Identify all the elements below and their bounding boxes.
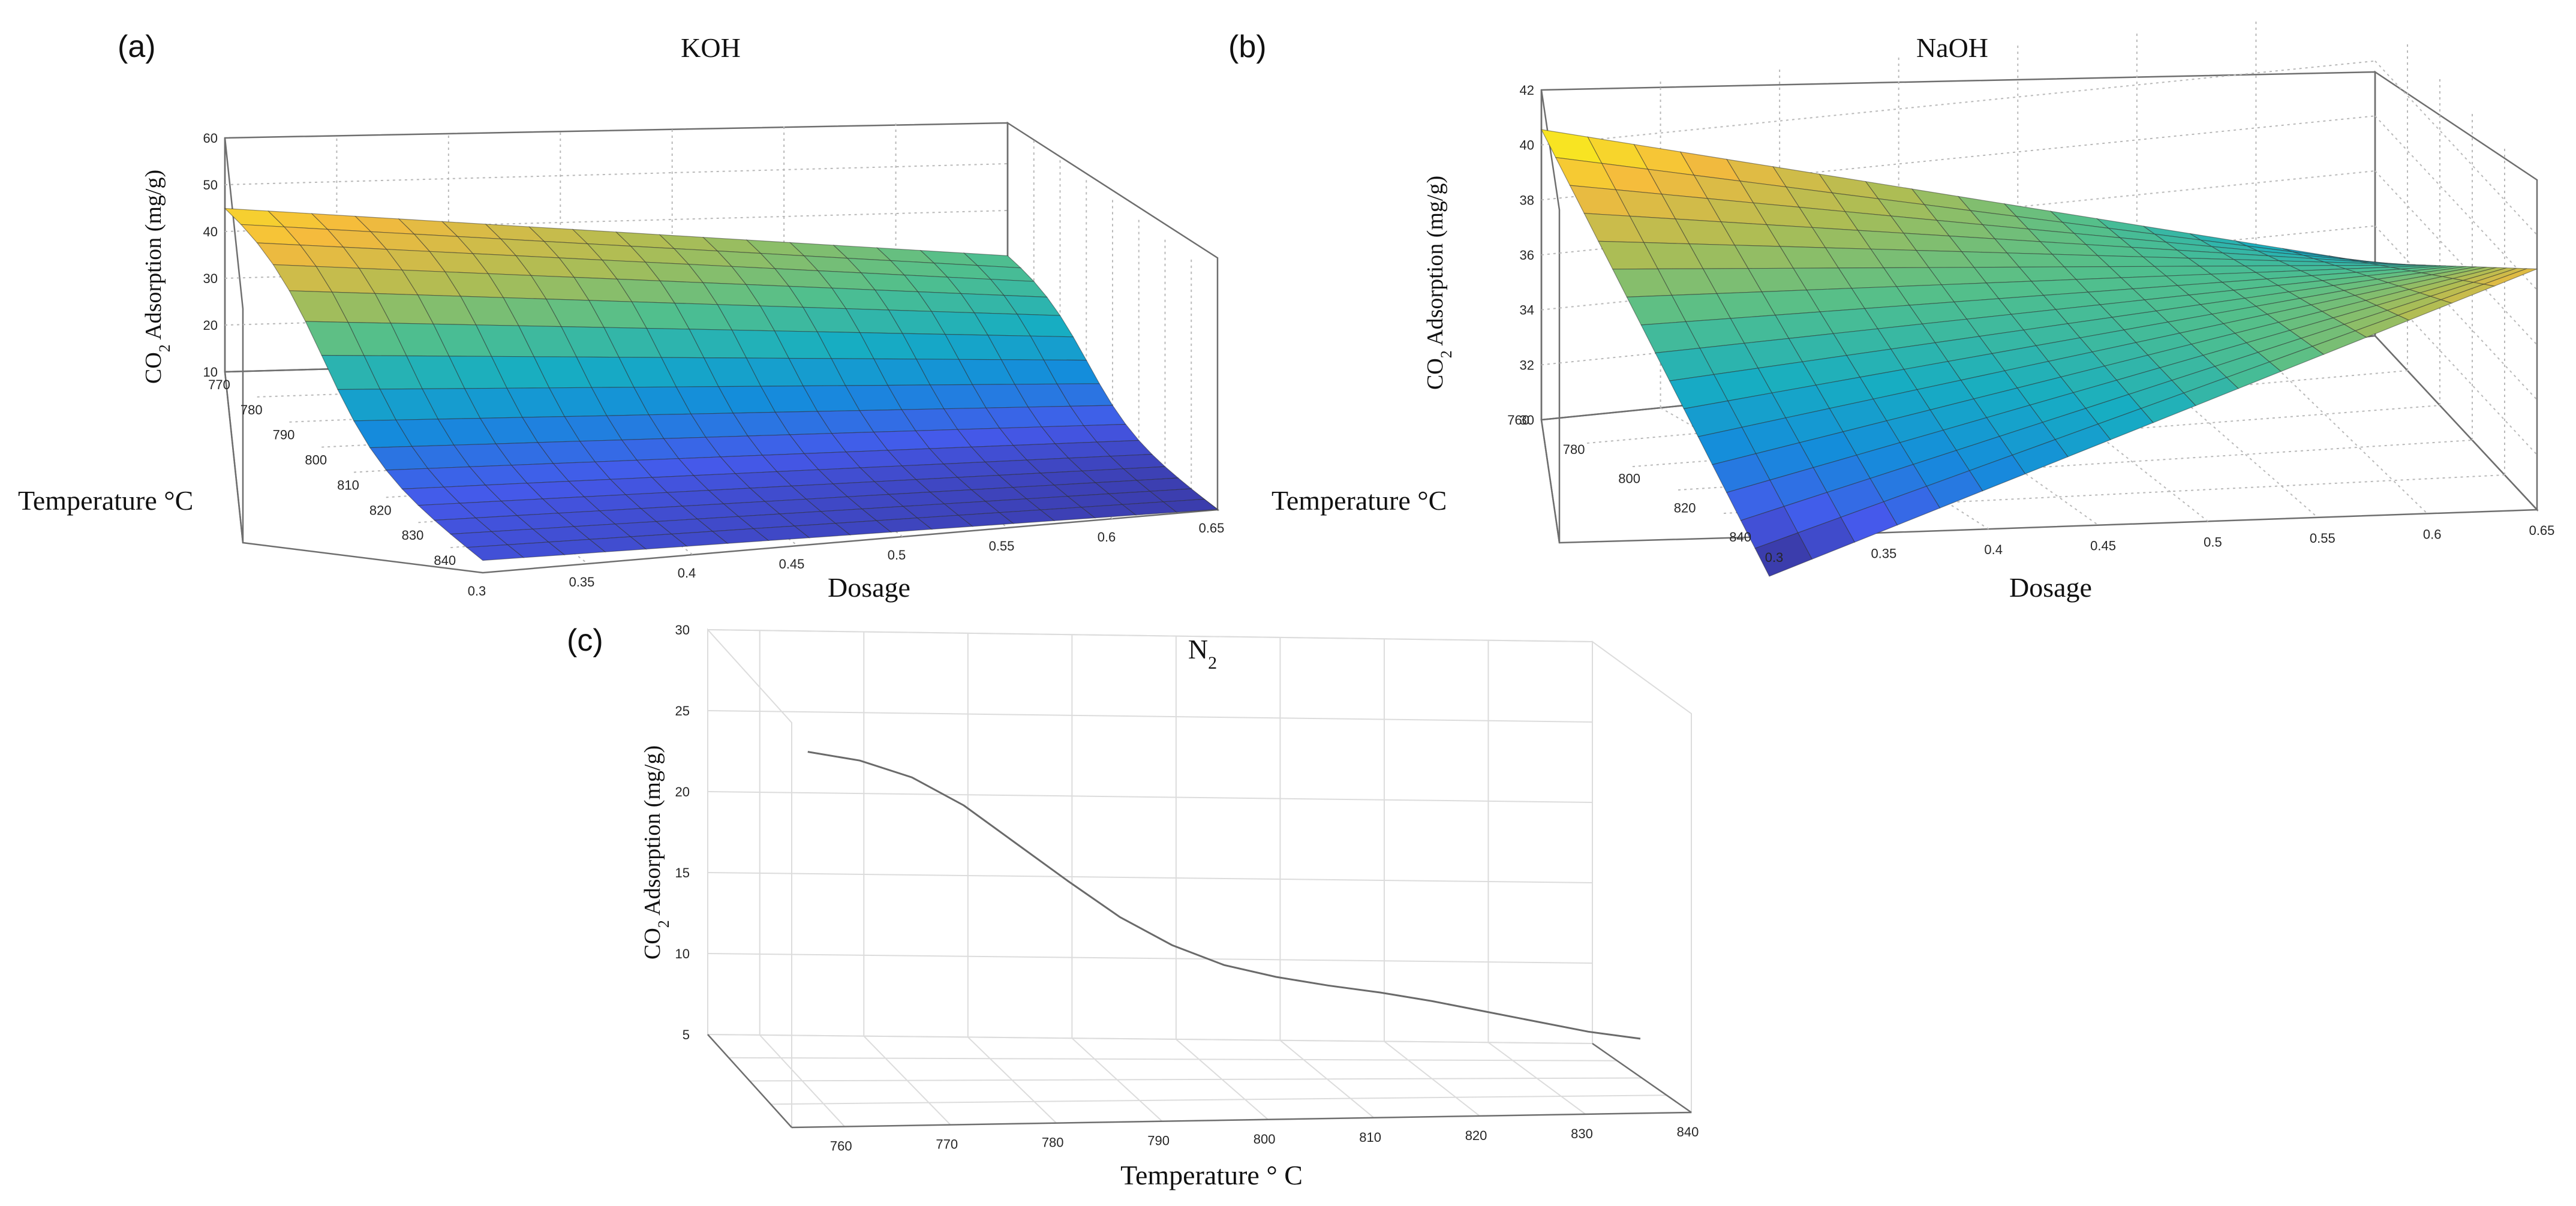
- z-tick-c: 20: [675, 784, 690, 799]
- line-n2: [807, 751, 1641, 1040]
- z-tick-b: 38: [1520, 193, 1534, 207]
- z-tick-c: 5: [683, 1027, 690, 1042]
- x-tick-b: 0.4: [1984, 542, 2003, 557]
- z-tick-a: 20: [203, 318, 218, 333]
- z-tick-a: 60: [203, 131, 218, 146]
- x-tick-c: 820: [1465, 1128, 1487, 1143]
- y-tick-a: 820: [369, 503, 392, 518]
- x-tick-b: 0.6: [2423, 527, 2442, 542]
- x-tick-b: 0.55: [2310, 531, 2335, 546]
- z-tick-b: 42: [1520, 83, 1534, 98]
- z-tick-c: 10: [675, 946, 690, 961]
- chart-title-koh: KOH: [681, 32, 741, 63]
- x-tick-a: 0.35: [569, 575, 595, 590]
- x-axis-label-b: Dosage: [2009, 572, 2092, 603]
- z-tick-b: 40: [1520, 138, 1534, 153]
- x-axis-label-a: Dosage: [828, 572, 910, 603]
- x-tick-c: 790: [1147, 1133, 1170, 1148]
- y-tick-a: 770: [208, 377, 230, 392]
- y-tick-b: 780: [1563, 442, 1585, 457]
- z-tick-a: 40: [203, 224, 218, 239]
- z-tick-a: 50: [203, 178, 218, 193]
- panel-c-n2: (c) N2 5 10 15 20 25 30 760 770 780 790 800 810 820 8…: [567, 622, 1699, 1190]
- x-tick-c: 770: [936, 1137, 958, 1152]
- grid-c: [707, 628, 1692, 1129]
- y-tick-a: 840: [434, 553, 456, 568]
- y-tick-b: 800: [1618, 471, 1640, 486]
- panel-label-b: (b): [1228, 29, 1267, 64]
- chart-title-n2: N2: [1188, 634, 1217, 673]
- x-tick-a: 0.5: [888, 548, 906, 563]
- x-tick-c: 780: [1042, 1135, 1064, 1150]
- surface-koh: [224, 207, 1219, 561]
- x-tick-a: 0.45: [779, 557, 805, 572]
- y-tick-a: 790: [273, 428, 295, 443]
- y-tick-a: 810: [337, 477, 359, 492]
- x-tick-b: 0.5: [2204, 534, 2222, 549]
- z-tick-c: 30: [675, 622, 690, 637]
- panel-a-koh: (a) KOH 10 20 30 40 50 60 0.3 0.35 0.4 0.45 0.5 0.5…: [18, 29, 1224, 603]
- x-tick-a: 0.6: [1098, 530, 1116, 545]
- x-tick-b: 0.35: [1871, 546, 1896, 561]
- surface-naoh-patch: [2482, 268, 2538, 287]
- y-tick-a: 800: [305, 453, 327, 468]
- y-axis-label-a: Temperature °C: [18, 485, 193, 516]
- x-tick-b: 0.45: [2090, 539, 2116, 554]
- x-tick-a: 0.55: [989, 539, 1015, 554]
- x-tick-a: 0.3: [468, 584, 486, 599]
- z-axis-label-c: CO2 Adsorption (mg/g): [640, 745, 672, 960]
- x-tick-c: 810: [1359, 1130, 1381, 1145]
- svg-text:CO2 Adsorption (mg/g): CO2 Adsorption (mg/g): [640, 745, 672, 960]
- z-axis-label-b: CO2 Adsorption (mg/g): [1423, 176, 1455, 390]
- panel-label-a: (a): [118, 29, 156, 64]
- z-axis-label-a: CO2 Adsorption (mg/g): [141, 170, 173, 384]
- x-tick-c: 760: [830, 1139, 852, 1154]
- x-tick-c: 800: [1254, 1132, 1276, 1147]
- y-tick-a: 830: [402, 528, 424, 543]
- x-tick-a: 0.65: [1199, 521, 1225, 536]
- chart-title-naoh: NaOH: [1916, 32, 1988, 63]
- y-tick-a: 780: [241, 402, 263, 417]
- y-axis-label-b: Temperature °C: [1272, 485, 1447, 516]
- z-tick-b: 36: [1520, 248, 1534, 263]
- z-tick-b: 34: [1520, 303, 1534, 318]
- z-tick-b: 32: [1520, 357, 1534, 372]
- x-tick-c: 840: [1677, 1124, 1699, 1139]
- y-tick-b: 840: [1729, 530, 1751, 545]
- n2-series-line: [807, 751, 1641, 1040]
- x-axis-label-c: Temperature ° C: [1120, 1160, 1303, 1190]
- panel-label-c: (c): [567, 623, 603, 658]
- z-tick-c: 25: [675, 703, 690, 718]
- y-tick-b: 820: [1674, 500, 1696, 515]
- surface-koh-patch: [1162, 498, 1219, 513]
- y-tick-b: 760: [1507, 413, 1529, 428]
- surface-naoh: [1540, 129, 2538, 577]
- x-tick-b: 0.65: [2529, 523, 2555, 538]
- z-tick-a: 10: [203, 365, 218, 380]
- z-tick-c: 15: [675, 865, 690, 880]
- x-tick-b: 0.3: [1765, 550, 1784, 565]
- panel-b-naoh: (b) NaOH 30 32 34 36 38 40 42 0.3 0.35 0.4 0.45 0.5…: [1228, 18, 2554, 603]
- surface-naoh-patch: [1754, 532, 1812, 577]
- svg-text:CO2 Adsorption (mg/g): CO2 Adsorption (mg/g): [141, 170, 173, 384]
- z-tick-b: 30: [1520, 413, 1534, 428]
- x-tick-c: 830: [1571, 1126, 1593, 1141]
- z-tick-a: 30: [203, 271, 218, 286]
- x-tick-a: 0.4: [678, 566, 696, 581]
- surface-naoh-patch: [1540, 129, 1603, 164]
- svg-text:CO2 Adsorption (mg/g): CO2 Adsorption (mg/g): [1423, 176, 1455, 390]
